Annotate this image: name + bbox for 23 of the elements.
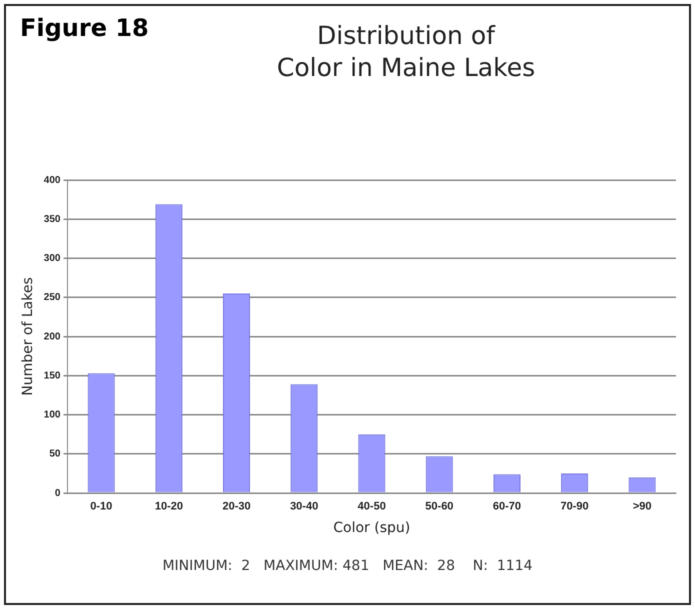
y-axis-title: Number of Lakes xyxy=(20,277,36,396)
y-tick-label: 50 xyxy=(49,448,61,460)
caption: Figure 18 xyxy=(20,14,149,42)
x-tick-label: 30-40 xyxy=(290,500,318,513)
y-tick-label: 250 xyxy=(44,292,61,304)
x-tick-label: 60-70 xyxy=(492,500,522,513)
y-tick-label: 100 xyxy=(44,410,61,420)
y-tick-label: 200 xyxy=(44,331,61,342)
y-tick-label: 300 xyxy=(44,253,61,264)
x-tick-label: 50-60 xyxy=(425,500,454,513)
x-tick-label: 20-30 xyxy=(222,500,251,513)
x-tick-label: 70-90 xyxy=(560,500,589,513)
y-tick-label: 350 xyxy=(44,214,61,225)
x-tick-label: 0-10 xyxy=(90,500,112,513)
text: MINIMUM: 2 MAXIMUM: 481 MEAN: 28 N: 1114 xyxy=(161,558,534,574)
y-tick-label: 150 xyxy=(44,370,61,382)
y-tick-label: 400 xyxy=(44,174,61,186)
x-tick-label: >90 xyxy=(632,500,652,513)
x-tick-label: 40-50 xyxy=(358,500,386,513)
chart-title: Distribution of Color in Maine Lakes xyxy=(276,20,536,84)
y-tick-label: 0 xyxy=(54,488,61,499)
x-axis-title: Color (spu) xyxy=(333,520,410,536)
x-tick-label: 10-20 xyxy=(154,500,183,513)
